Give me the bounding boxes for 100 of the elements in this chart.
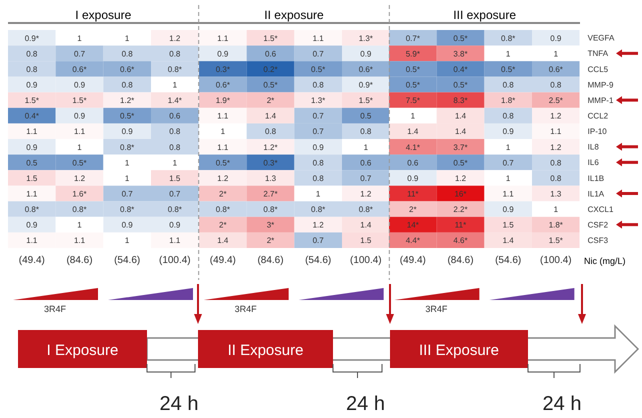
data-label: 0.5* [454,80,468,90]
data-label: 0.9 [74,80,86,90]
data-label: 1.2 [550,142,562,152]
data-label: 11* [407,190,419,198]
data-label: 1.5* [549,236,564,246]
data-label: 0.9 [122,127,134,136]
data-label: 1.4 [360,220,372,230]
data-label: 1.2 [216,174,229,183]
data-label: 0.9 [216,49,229,58]
data-label: 0.2* [263,64,278,74]
chart-title: II exposure [198,8,390,24]
data-label: 1.2 [74,174,86,183]
data-label: 1.5 [169,174,181,183]
data-label: 16* [454,190,467,198]
y-tick-label: CXCL1 [588,204,614,214]
text: 3R4F [44,304,66,314]
data-label: 1 [554,205,559,214]
data-label: 1.9* [215,96,230,106]
data-label: 0.5* [120,112,134,121]
data-label: 0.8 [550,174,562,183]
data-label: 0.8 [312,158,324,168]
data-label: 2.5* [549,96,564,106]
data-label: 0.8 [169,127,181,136]
data-label: 0.5* [454,158,468,168]
data-label: 4.1* [406,142,420,152]
data-label: 1.4 [408,127,420,136]
data-label: 0.9 [74,112,86,121]
data-label: 2.2* [454,205,468,214]
data-label: 1 [77,220,82,230]
data-label: 0.6* [549,64,564,74]
y-tick-label: IP-10 [588,127,608,136]
data-label: 2* [218,220,226,230]
data-label: 1.5* [263,34,278,43]
x-tick-label: (100.4) [540,255,572,266]
data-label: 1.1 [312,34,324,43]
data-label: 1.5 [360,236,372,246]
data-label: 0.7 [360,174,372,183]
y-tick-label: IL1A [588,189,606,198]
data-label: 1 [124,158,130,168]
data-label: 1 [124,34,130,43]
data-label: 0.8* [120,142,134,152]
data-label: 1.1 [550,127,562,136]
data-label: 8.3* [454,96,468,106]
data-label: 1.5 [502,220,515,230]
data-label: 0.8* [168,205,182,214]
text: 3R4F [234,304,258,314]
data-label: 1 [410,112,416,121]
data-label: 0.8 [550,80,562,90]
data-label: 0.5 [360,112,372,121]
data-label: 0.7 [122,189,134,198]
data-label: 1 [363,142,368,152]
data-label: 1 [316,189,321,198]
x-tick-label: (100.4) [350,255,382,266]
data-label: 1.1 [169,236,181,246]
data-label: 0.6 [169,112,181,121]
data-label: 0.9 [502,127,515,136]
data-label: 0.8 [169,49,181,58]
data-label: 0.5* [454,34,468,43]
y-tick-label: CSF3 [588,236,609,246]
data-label: 0.5* [215,158,230,168]
data-label: 0.6* [358,64,373,74]
data-label: 0.6 [264,49,276,58]
x-tick-label: (84.6) [66,255,93,266]
x-tick-label: (49.4) [18,255,45,266]
text: I Exposure [46,342,118,359]
data-label: 1.4 [455,112,467,121]
data-label: 5.9* [406,49,420,58]
data-label: 1 [172,158,178,168]
data-label: 1.5* [72,96,87,106]
data-label: 0.9 [550,34,562,43]
data-label: 0.8* [24,205,39,214]
data-label: 1.8* [549,220,564,230]
data-label: 0.7 [312,236,324,246]
data-label: 1.1 [26,189,38,198]
y-tick-label: IL6 [588,158,600,168]
text: 24 h [346,393,385,415]
data-label: 0.6 [408,158,420,168]
data-label: 0.8* [501,34,516,43]
text: II Exposure [228,342,304,359]
text: 3R4F [425,304,448,314]
x-tick-label: (54.6) [495,255,522,266]
data-label: 0.4* [24,112,39,121]
data-label: 1.2 [312,220,324,230]
data-label: 0.9 [26,142,38,152]
data-label: 0.9 [26,220,38,230]
data-label: 0.8 [502,112,515,121]
data-label: 1.4* [168,96,182,106]
data-label: 0.6* [72,64,87,74]
data-label: 0.8 [502,80,515,90]
data-label: 0.8* [263,205,278,214]
data-label: 1.1 [216,34,229,43]
data-label: 0.9 [502,205,515,214]
data-label: 0.8* [168,64,182,74]
data-label: 0.3* [263,158,278,168]
data-label: 0.8 [360,127,372,136]
x-axis-title: Nic (mg/L) [584,256,626,266]
x-tick-label: (84.6) [448,255,474,266]
data-label: 0.9 [26,80,38,90]
data-label: 0.8 [122,49,134,58]
data-label: 0.8* [310,205,325,214]
